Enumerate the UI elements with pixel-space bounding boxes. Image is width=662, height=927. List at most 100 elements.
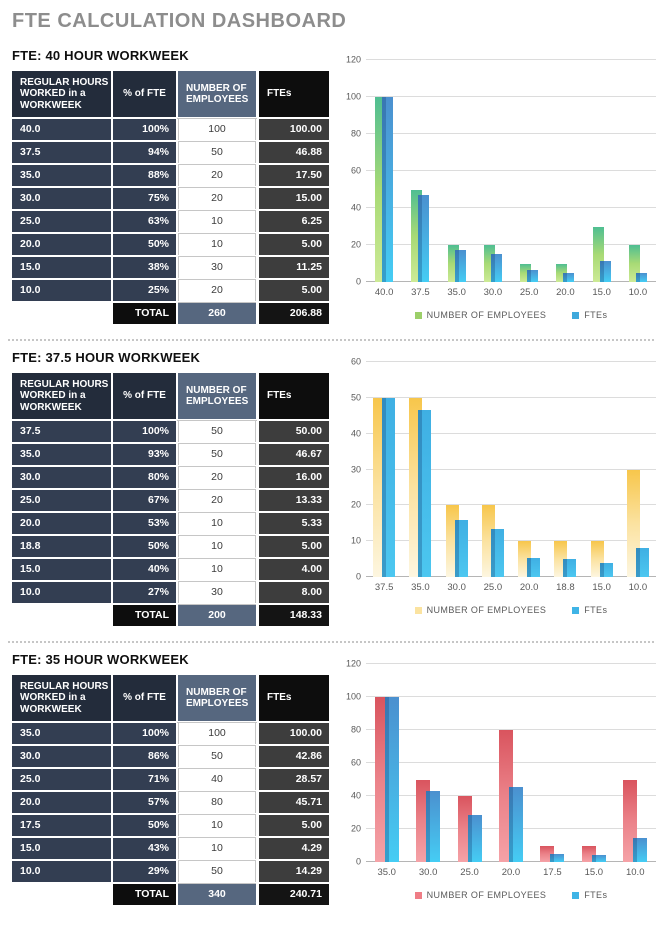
chart-plot-area: 0 10 20 30 40 50 60 (351, 357, 656, 581)
cell-hours: 25.0 (12, 211, 113, 232)
bar-ftes (550, 853, 565, 862)
cell-ftes: 46.67 (259, 444, 329, 465)
bar-group (475, 60, 511, 282)
x-tick-label: 20.0 (556, 287, 575, 298)
cell-hours: 37.5 (12, 421, 113, 442)
bar-group (449, 664, 490, 862)
cell-pct: 53% (113, 513, 178, 534)
bar-group (584, 362, 620, 577)
cell-hours: 25.0 (12, 490, 113, 511)
cell-employees: 10 (178, 211, 256, 234)
x-tick-label: 40.0 (374, 287, 394, 298)
legend-swatch-employees (414, 311, 422, 319)
x-tick-label: 17.5 (543, 867, 562, 878)
bar-ftes (599, 261, 611, 282)
legend-label: FTEs (584, 890, 608, 900)
total-employees: 200 (178, 605, 256, 626)
y-tick-label: 0 (355, 276, 361, 287)
cell-employees: 10 (178, 838, 256, 861)
y-tick-label: 60 (350, 356, 361, 367)
bar-ftes (426, 791, 441, 862)
cell-hours: 35.0 (12, 723, 113, 744)
cell-employees: 20 (178, 490, 256, 513)
cell-employees: 30 (178, 582, 256, 605)
x-tick-label: 30.0 (418, 867, 438, 878)
page-title: FTE CALCULATION DASHBOARD (12, 10, 347, 32)
cell-ftes: 50.00 (259, 421, 329, 442)
x-axis-labels: 35.0 30.0 25.0 20.0 17.5 15.0 10.0 (366, 867, 656, 878)
section-title: FTE: 40 HOUR WORKWEEK (12, 48, 189, 63)
bar-groups (366, 60, 656, 282)
legend-swatch-employees (414, 606, 422, 614)
cell-hours: 35.0 (12, 165, 113, 186)
bar-groups (366, 664, 656, 862)
table-row: 15.0 38% 30 11.25 (12, 257, 329, 280)
cell-hours: 10.0 (12, 861, 113, 882)
section-title: FTE: 35 HOUR WORKWEEK (12, 652, 189, 667)
table-row: 10.0 25% 20 5.00 (12, 280, 329, 303)
bar-employees (375, 97, 387, 282)
total-label: TOTAL (113, 884, 178, 905)
bar-group (620, 362, 656, 577)
table-row: 15.0 43% 10 4.29 (12, 838, 329, 861)
cell-ftes: 14.29 (259, 861, 329, 882)
cell-total-spacer (12, 303, 113, 324)
col-header-pct: % of FTE (113, 71, 178, 117)
cell-pct: 43% (113, 838, 178, 859)
cell-pct: 57% (113, 792, 178, 813)
cell-pct: 100% (113, 119, 178, 140)
bar-group (620, 60, 656, 282)
bar-ftes (635, 272, 647, 282)
cell-ftes: 8.00 (259, 582, 329, 603)
x-tick-label: 15.0 (592, 287, 611, 298)
cell-hours: 30.0 (12, 467, 113, 488)
y-tick-label: 50 (350, 392, 361, 403)
cell-ftes: 4.00 (259, 559, 329, 580)
total-label: TOTAL (113, 303, 178, 324)
col-header-employees: NUMBER OF EMPLOYEES (177, 675, 257, 723)
bar-employees (483, 245, 495, 282)
table-row: 20.0 57% 80 45.71 (12, 792, 329, 815)
x-axis-line (366, 281, 656, 282)
legend-label: FTEs (584, 605, 608, 615)
table-row: 25.0 63% 10 6.25 (12, 211, 329, 234)
cell-pct: 25% (113, 280, 178, 301)
y-tick-label: 80 (350, 724, 361, 735)
cell-pct: 88% (113, 165, 178, 186)
total-employees: 340 (178, 884, 256, 905)
bar-group (532, 664, 573, 862)
cell-employees: 20 (178, 467, 256, 490)
bar-ftes (633, 838, 648, 862)
bar-ftes (454, 249, 466, 282)
cell-pct: 50% (113, 536, 178, 557)
legend-label: NUMBER OF EMPLOYEES (426, 605, 547, 615)
cell-pct: 63% (113, 211, 178, 232)
bar-ftes (563, 272, 575, 282)
x-axis-labels: 40.0 37.5 35.0 30.0 25.0 20.0 15.0 10.0 (366, 287, 656, 298)
gridline (366, 96, 656, 97)
y-tick-label: 100 (345, 91, 361, 102)
fte-table: REGULAR HOURS WORKED in a WORKWEEK% of F… (12, 675, 329, 907)
fte-chart: 0 10 20 30 40 50 60 37.5 35.0 30.0 25.0 20.0 18.8 15.… (334, 357, 656, 615)
table-row: 25.0 71% 40 28.57 (12, 769, 329, 792)
cell-employees: 10 (178, 536, 256, 559)
bar-group (511, 60, 547, 282)
y-tick-label: 0 (355, 571, 361, 582)
legend-item-employees: NUMBER OF EMPLOYEES (414, 310, 547, 320)
bar-group (490, 664, 531, 862)
bar-group (402, 362, 438, 577)
fte-chart: 0 20 40 60 80 100 120 40.0 37.5 35.0 30.0 25.0 20.0 1… (334, 55, 656, 320)
cell-hours: 15.0 (12, 559, 113, 580)
bar-employees (447, 245, 459, 282)
bar-group (402, 60, 438, 282)
cell-hours: 10.0 (12, 582, 113, 603)
table-row: 37.5 94% 50 46.88 (12, 142, 329, 165)
bar-ftes (527, 270, 539, 282)
legend-label: NUMBER OF EMPLOYEES (426, 310, 547, 320)
x-tick-label: 10.0 (628, 287, 648, 298)
x-tick-label: 35.0 (377, 867, 396, 878)
gridline (366, 133, 656, 135)
col-header-hours: REGULAR HOURS WORKED in a WORKWEEK (12, 373, 113, 419)
cell-employees: 100 (178, 723, 256, 746)
bar-group (439, 60, 475, 282)
